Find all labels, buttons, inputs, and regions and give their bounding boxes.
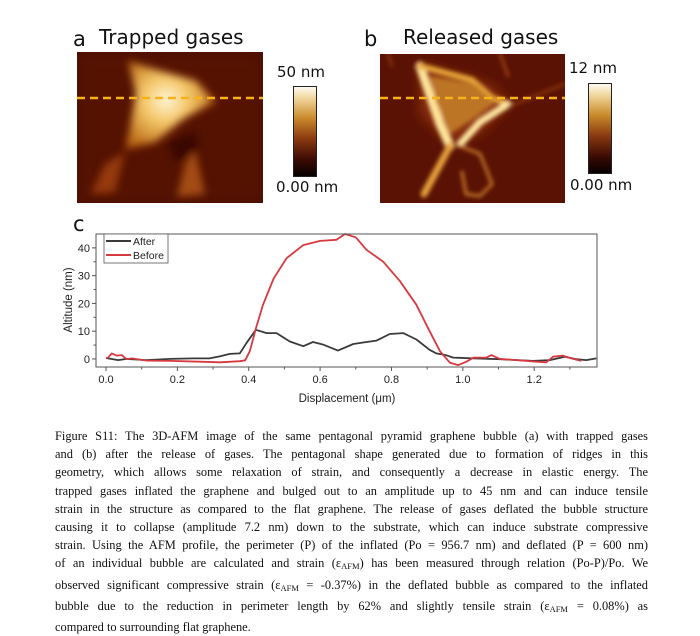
- x-tick-label: 0.0: [98, 374, 113, 386]
- x-tick-label: 1.0: [455, 374, 470, 386]
- caption-line: strain in the structure as compared to t…: [55, 501, 648, 516]
- caption-line: geometry, which allows some relaxation o…: [55, 465, 648, 480]
- x-tick-label: 0.2: [170, 374, 185, 386]
- caption-line: strain. Using the AFM profile, the perim…: [55, 538, 648, 553]
- caption-text: observed significant compressive strain …: [55, 577, 281, 592]
- panel-c-letter: c: [73, 212, 85, 236]
- caption-line: causing it to collapse (amplitude 7.2 nm…: [55, 520, 648, 535]
- x-axis-label: Displacement (μm): [299, 393, 396, 405]
- caption-subscript: AFM: [341, 561, 360, 572]
- caption-text: bubble due to the reduction in perimeter…: [55, 598, 550, 613]
- panel-a-letter: a: [73, 27, 86, 51]
- y-tick-label: 10: [78, 326, 90, 338]
- afm-image-trapped-gases: [77, 52, 263, 203]
- panel-b-letter: b: [364, 27, 378, 51]
- x-tick-label: 0.6: [312, 374, 327, 386]
- colorbar-a-min-label: 0.00 nm: [276, 178, 339, 196]
- caption-text: = 0.08%) as: [568, 598, 648, 613]
- series-line-before: [105, 233, 582, 366]
- caption-line: and (b) after the release of gases. The …: [55, 447, 648, 462]
- colorbar-b: [588, 83, 612, 174]
- legend-before-label: Before: [133, 250, 164, 262]
- caption-line: Figure S11: The 3D-AFM image of the same…: [55, 429, 648, 443]
- figure-caption: Figure S11: The 3D-AFM image of the same…: [55, 427, 648, 636]
- afm-image-released-gases: [380, 54, 565, 203]
- x-tick-label: 1.2: [527, 374, 542, 386]
- y-axis-label: Altitude (nm): [63, 267, 75, 332]
- legend: After Before: [103, 233, 169, 264]
- caption-line: observed significant compressive strain …: [55, 576, 648, 597]
- series-line-after: [105, 328, 597, 362]
- y-tick-label: 20: [78, 298, 90, 310]
- caption-text: of an individual bubble are calculated a…: [55, 556, 342, 571]
- legend-box: [103, 233, 169, 264]
- altitude-profile-chart: 0.0 0.2 0.4 0.6 0.8 1.0 1.2 0 10 20 30 40 Displacem…: [63, 233, 598, 405]
- caption-line: of an individual bubble are calculated a…: [55, 554, 648, 575]
- plot-frame: [95, 233, 598, 368]
- panel-b-title: Released gases: [403, 25, 559, 49]
- caption-line: bubble due to the reduction in perimeter…: [55, 597, 648, 618]
- colorbar-a: [293, 86, 317, 177]
- colorbar-a-max-label: 50 nm: [277, 63, 325, 81]
- y-tick-label: 30: [78, 271, 90, 283]
- x-tick-label: 0.4: [241, 374, 256, 386]
- caption-subscript: AFM: [549, 603, 568, 614]
- y-tick-label: 40: [78, 243, 90, 255]
- caption-text: ) has been measured through relation (Po…: [359, 556, 648, 571]
- legend-after-label: After: [133, 236, 156, 248]
- colorbar-b-max-label: 12 nm: [569, 59, 617, 77]
- caption-text: = -0.37%) in the deflated bubble as comp…: [298, 577, 649, 592]
- caption-subscript: AFM: [280, 582, 299, 593]
- panel-a-title: Trapped gases: [99, 25, 244, 49]
- caption-line: trapped gases inflated the graphene and …: [55, 483, 648, 498]
- caption-line: compared to surrounding flat graphene.: [55, 620, 251, 635]
- colorbar-b-min-label: 0.00 nm: [570, 176, 633, 194]
- y-tick-label: 0: [84, 354, 90, 366]
- x-tick-label: 0.8: [384, 374, 399, 386]
